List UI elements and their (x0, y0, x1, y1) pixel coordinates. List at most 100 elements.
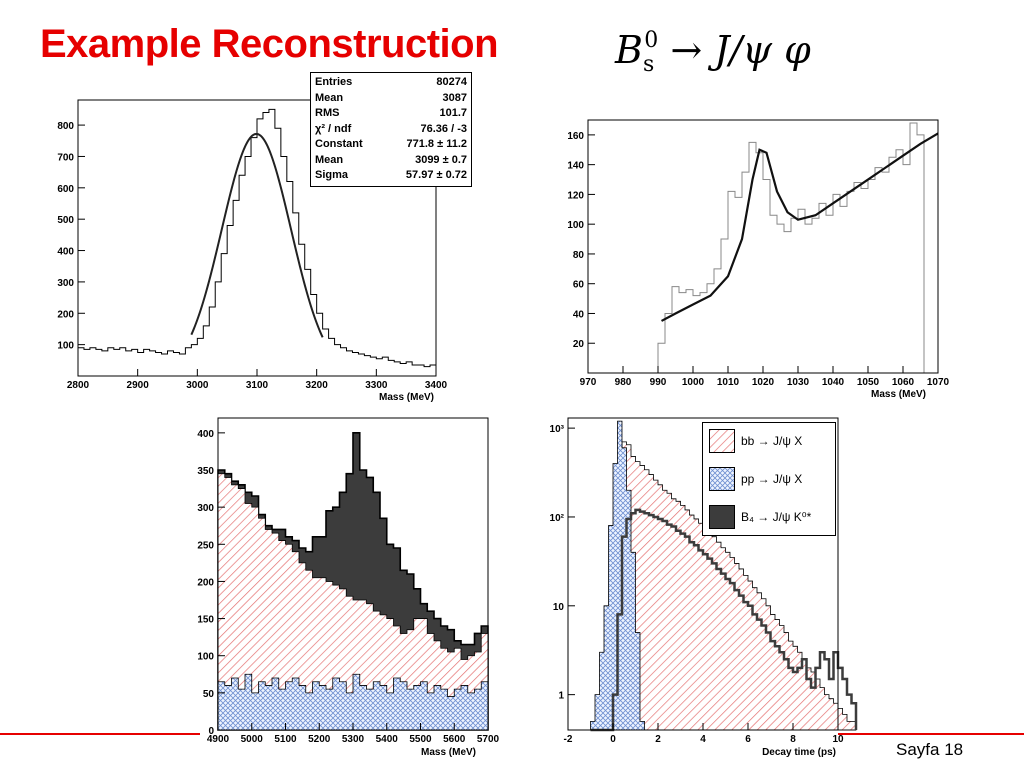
stats-key: χ² / ndf (315, 122, 352, 135)
pp-area (217, 673, 489, 731)
y-tick-label: 10² (550, 513, 565, 524)
stats-row: Mean 3099 ± 0.7 (315, 153, 467, 169)
stats-key: Sigma (315, 169, 349, 181)
x-axis-label: Decay time (ps) (762, 747, 836, 758)
stats-value: 101.7 (439, 107, 467, 119)
y-tick-label: 160 (567, 131, 584, 142)
footer-rule-right (838, 733, 1024, 735)
x-tick-label: 1020 (752, 377, 775, 388)
stats-row: Entries 80274 (315, 75, 467, 91)
formula-superscript: 0 (644, 28, 659, 53)
stats-key: Constant (315, 138, 363, 150)
formula-main: B (615, 28, 643, 72)
x-tick-label: 4900 (207, 734, 230, 745)
x-tick-label: 10 (832, 734, 844, 745)
legend-label-bb: bb → J/ψ X (741, 434, 803, 448)
stats-value: 3099 ± 0.7 (415, 153, 467, 166)
y-tick-label: 200 (197, 577, 214, 588)
stats-key: Mean (315, 153, 344, 166)
y-tick-label: 10³ (550, 424, 565, 435)
stats-row: RMS 101.7 (315, 106, 467, 122)
stats-value: 771.8 ± 11.2 (406, 138, 467, 150)
bb-area (217, 473, 489, 731)
bs-mass-stack-plot: 4900 5000 5100 5200 5300 5400 5500 5600 5700 0 50 1… (197, 417, 500, 758)
stats-row: Constant 771.8 ± 11.2 (315, 137, 467, 153)
stats-key: RMS (315, 107, 340, 119)
x-tick-label: 2900 (127, 380, 150, 391)
page-number: Sayfa 18 (896, 740, 964, 759)
stats-row: Mean 3087 (315, 91, 467, 107)
y-tick-label: 140 (567, 161, 584, 172)
y-tick-label: 100 (197, 652, 214, 663)
stats-row: Sigma 57.97 ± 0.72 (315, 168, 467, 184)
x-tick-label: 2 (655, 734, 661, 745)
x-tick-label: 1050 (857, 377, 880, 388)
fit-stats-box: Entries 80274 Mean 3087 RMS 101.7 χ² / ndf 76.3… (310, 72, 472, 187)
y-tick-label: 60 (573, 280, 585, 291)
slide-title: Example Reconstruction (40, 22, 499, 66)
y-tick-label: 500 (57, 215, 74, 226)
y-tick-label: 400 (57, 247, 74, 258)
solid-dark-swatch (709, 505, 735, 529)
x-tick-label: 5100 (274, 734, 297, 745)
hatch-blue-swatch (709, 467, 735, 491)
stats-value: 57.97 ± 0.72 (405, 169, 467, 181)
y-tick-label: 400 (197, 429, 214, 440)
hatch-red-swatch (709, 429, 735, 453)
x-tick-label: 5500 (409, 734, 432, 745)
legend-item-bb: bb → J/ψ X (709, 429, 802, 453)
bd-line (590, 508, 858, 732)
stats-value: 3087 (442, 91, 467, 104)
stats-row: χ² / ndf 76.36 / -3 (315, 122, 467, 138)
jpsi-mass-plot: 2800 2900 3000 3100 3200 3300 3400 100 200 300 400… (57, 99, 448, 403)
x-tick-label: 1070 (927, 377, 950, 388)
x-axis-label: Mass (MeV) (379, 392, 434, 403)
phi-mass-plot: 970 980 990 1000 1010 1020 1030 1040 1050 1060 107… (567, 119, 950, 400)
x-tick-label: 990 (650, 377, 667, 388)
x-tick-label: 1000 (682, 377, 705, 388)
x-axis-label: Mass (MeV) (871, 389, 926, 400)
x-tick-label: 980 (615, 377, 632, 388)
x-tick-label: 2800 (67, 380, 90, 391)
x-tick-label: 970 (580, 377, 597, 388)
stats-key: Mean (315, 91, 344, 104)
x-tick-label: 3000 (186, 380, 209, 391)
y-tick-label: 600 (57, 184, 74, 195)
y-tick-label: 100 (567, 220, 584, 231)
y-tick-label: 120 (567, 190, 584, 201)
histogram-line (657, 122, 925, 373)
x-tick-label: 5600 (443, 734, 466, 745)
stats-value: 80274 (436, 76, 467, 88)
y-tick-label: 300 (57, 278, 74, 289)
stats-value: 76.36 / -3 (420, 122, 467, 135)
x-tick-label: 5700 (477, 734, 500, 745)
x-tick-label: 3300 (365, 380, 388, 391)
y-tick-label: 80 (573, 250, 585, 261)
legend-item-pp: pp → J/ψ X (709, 467, 802, 491)
y-tick-label: 250 (197, 540, 214, 551)
stats-key: Entries (315, 76, 353, 88)
y-tick-label: 100 (57, 341, 74, 352)
x-tick-label: 5200 (308, 734, 331, 745)
x-tick-label: 3100 (246, 380, 269, 391)
y-tick-label: 0 (208, 726, 214, 737)
x-tick-label: 5000 (241, 734, 264, 745)
x-tick-label: 3200 (306, 380, 329, 391)
decay-formula: Bs0 → J/ψ φ (615, 28, 811, 77)
x-tick-label: 8 (790, 734, 796, 745)
x-tick-label: -2 (564, 734, 573, 745)
fit-curve (660, 132, 939, 322)
y-tick-label: 1 (558, 691, 564, 702)
formula-rest: → J/ψ φ (670, 28, 811, 72)
y-tick-label: 350 (197, 466, 214, 477)
y-tick-label: 700 (57, 152, 74, 163)
legend-label-bd: B₄ → J/ψ K⁰* (741, 510, 812, 524)
x-tick-label: 1060 (892, 377, 915, 388)
decay-time-legend: bb → J/ψ X pp → J/ψ X B₄ → J/ψ K⁰* (702, 422, 836, 536)
y-tick-label: 40 (573, 309, 585, 320)
x-tick-label: 1040 (822, 377, 845, 388)
y-tick-label: 800 (57, 121, 74, 132)
y-tick-label: 200 (57, 309, 74, 320)
x-tick-label: 5400 (376, 734, 399, 745)
histogram-line (77, 108, 437, 376)
